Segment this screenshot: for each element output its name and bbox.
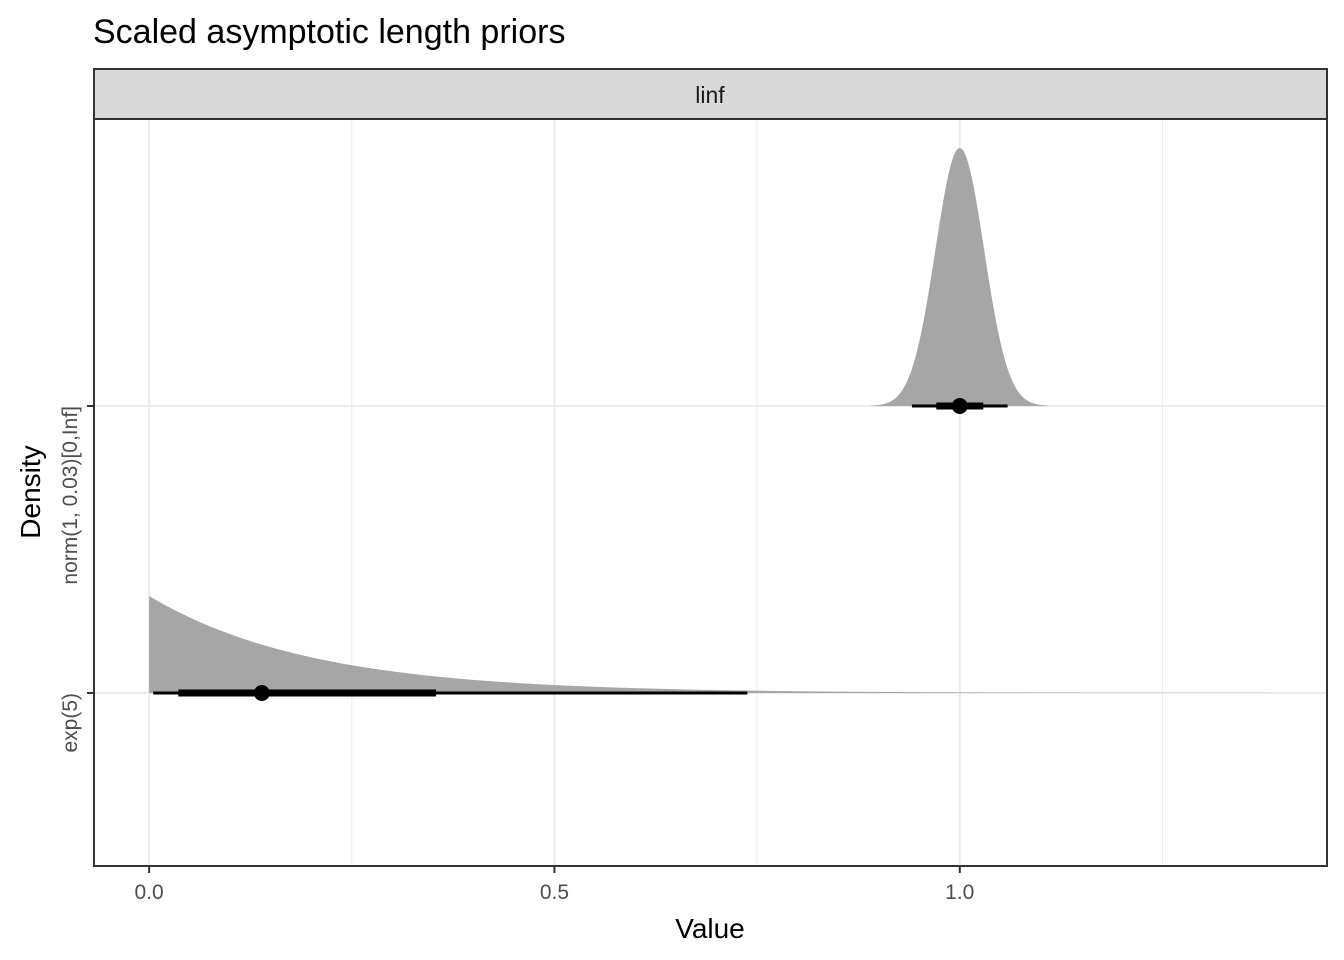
- chart-title: Scaled asymptotic length priors: [93, 13, 565, 51]
- x-tick-label: 0.0: [135, 881, 164, 904]
- x-axis: 0.0 0.5 1.0: [135, 866, 974, 904]
- y-axis-title: Density: [15, 445, 46, 538]
- plot-panel-border: [93, 118, 1328, 867]
- y-tick-label: exp(5): [59, 693, 82, 753]
- x-axis-title: Value: [675, 913, 745, 944]
- median-point: [253, 685, 270, 701]
- facet-strip: [93, 68, 1328, 120]
- x-tick-label: 0.5: [540, 881, 569, 904]
- density-area: [870, 148, 1049, 406]
- x-tick-label: 1.0: [945, 881, 974, 904]
- interval-marks: [153, 398, 1008, 701]
- density-area: [149, 596, 1269, 693]
- density-areas: [149, 148, 1269, 693]
- facet-strip-label: linf: [695, 82, 725, 108]
- median-point: [951, 398, 968, 414]
- y-axis: exp(5) norm(1, 0.03)[0,Inf]: [59, 405, 94, 753]
- y-tick-label: norm(1, 0.03)[0,Inf]: [59, 406, 82, 585]
- plot-panel: [94, 119, 1327, 866]
